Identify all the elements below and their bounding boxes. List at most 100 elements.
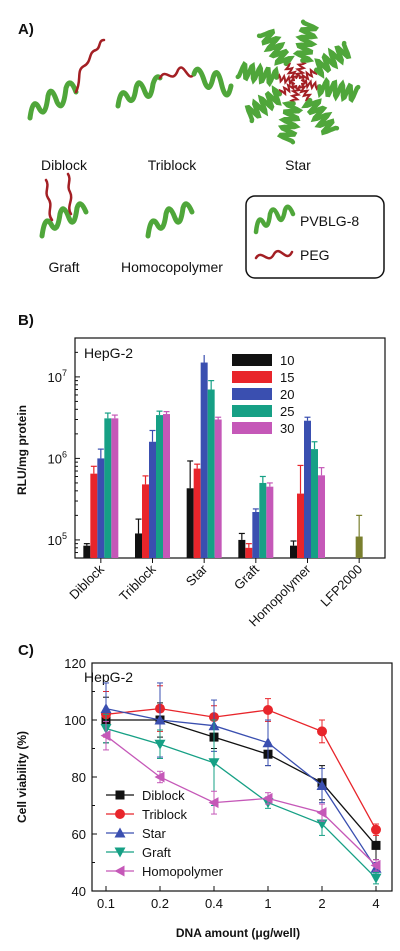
bar-homopolymer-10 — [290, 545, 297, 558]
diblock-structure-icon — [27, 38, 106, 121]
y-tick-label: 105 — [48, 531, 67, 548]
legend-marker — [114, 847, 126, 858]
series-line — [105, 707, 377, 869]
bar-diblock-20 — [97, 458, 105, 558]
y-tick-label: 60 — [72, 827, 86, 842]
legend-marker — [114, 827, 126, 838]
panel-c-cell-line: HepG-2 — [84, 669, 133, 685]
bar-diblock-10 — [83, 545, 91, 558]
homocopolymer-structure-icon — [145, 201, 195, 239]
y-tick-label: 106 — [48, 449, 67, 466]
triblock-label: Triblock — [148, 157, 197, 173]
bar-star-10 — [186, 488, 194, 558]
panel-b-ylabel: RLU/mg protein — [15, 405, 29, 495]
legend-label: Homopolymer — [142, 864, 224, 879]
y-tick-label: 120 — [64, 656, 86, 671]
x-tick-label: 4 — [372, 896, 379, 911]
legend-marker — [115, 809, 125, 819]
bar-diblock-25 — [104, 418, 112, 558]
bar-triblock-10 — [135, 533, 142, 558]
x-tick-label: 1 — [264, 896, 271, 911]
legend-label: 10 — [280, 353, 294, 368]
legend-marker — [115, 790, 125, 800]
data-point — [154, 771, 165, 783]
data-point — [100, 730, 111, 742]
panel-c-xlabel: DNA amount (μg/well) — [176, 926, 300, 940]
legend-swatch — [232, 422, 272, 434]
data-point — [208, 758, 220, 769]
data-point — [262, 792, 273, 804]
bar-graft-25 — [259, 482, 267, 558]
data-point — [100, 703, 112, 714]
data-point — [317, 726, 327, 737]
panel-c-label: C) — [18, 642, 34, 659]
legend-pvblg-label: PVBLG-8 — [300, 213, 359, 229]
data-point — [371, 840, 381, 850]
panel-b-label: B) — [18, 312, 34, 329]
data-point — [316, 807, 327, 819]
y-tick-label: 80 — [72, 770, 86, 785]
star-label: Star — [285, 157, 311, 173]
x-tick-label: Triblock — [116, 561, 159, 604]
legend-label: Diblock — [142, 788, 185, 803]
legend-label: 15 — [280, 370, 294, 385]
bar-graft-10 — [238, 539, 246, 558]
data-point — [262, 737, 274, 748]
bar-diblock-15 — [90, 473, 98, 558]
data-point — [316, 819, 328, 830]
panel-b-cell-line: HepG-2 — [84, 345, 133, 361]
legend-label: Star — [142, 826, 167, 841]
legend-swatch — [232, 371, 272, 383]
series-line — [105, 727, 377, 879]
legend-label: Graft — [142, 845, 171, 860]
series-homopolymer — [100, 720, 381, 872]
legend-swatch — [232, 388, 272, 400]
legend-marker — [114, 865, 125, 877]
bar-triblock-15 — [142, 484, 149, 558]
bar-lfp2000-control — [355, 536, 363, 558]
legend-label: Triblock — [142, 807, 188, 822]
green-helix-icon — [253, 204, 296, 235]
bar-triblock-25 — [156, 415, 163, 558]
bar-homopolymer-30 — [318, 475, 325, 558]
bar-star-15 — [193, 468, 201, 558]
legend-label: 25 — [280, 404, 294, 419]
panel-c-line-chart: 40 60 80 100 120 0.1 0.2 0.4 1 2 4 Diblock Triblock S… — [64, 656, 382, 911]
y-tick-label: 40 — [72, 884, 86, 899]
graft-label: Graft — [48, 259, 79, 275]
panel-b-plot-frame — [74, 337, 386, 559]
data-point — [371, 824, 381, 835]
panel-a-label: A) — [18, 21, 34, 38]
x-tick-label: Star — [183, 561, 211, 589]
legend-swatch — [232, 405, 272, 417]
x-tick-label: 0.4 — [205, 896, 223, 911]
data-point — [154, 739, 166, 750]
data-point — [316, 780, 328, 791]
panel-c-ylabel: Cell viability (%) — [15, 731, 29, 823]
series-line — [106, 719, 377, 846]
bar-graft-20 — [252, 512, 260, 558]
graft-structure-icon — [39, 172, 89, 239]
series-line — [105, 707, 377, 831]
y-tick-label: 100 — [64, 713, 86, 728]
legend-swatch — [232, 354, 272, 366]
bar-homopolymer-25 — [311, 449, 318, 558]
star-structure-icon — [235, 19, 361, 145]
structure-legend: PVBLG-8 PEG — [245, 195, 385, 279]
bar-graft-15 — [245, 547, 253, 558]
x-tick-label: Diblock — [66, 561, 107, 602]
legend-peg-label: PEG — [300, 247, 330, 263]
data-point — [154, 714, 166, 725]
x-tick-label: 2 — [318, 896, 325, 911]
bar-star-20 — [200, 362, 208, 558]
homocopolymer-label: Homocopolymer — [121, 259, 223, 275]
data-point — [208, 797, 219, 809]
legend-label: 20 — [280, 387, 294, 402]
bar-graft-30 — [266, 486, 274, 558]
diblock-label: Diblock — [41, 157, 88, 173]
legend-label: 30 — [280, 421, 294, 436]
bar-diblock-30 — [111, 418, 119, 558]
data-point — [370, 873, 382, 884]
data-point — [370, 859, 381, 871]
